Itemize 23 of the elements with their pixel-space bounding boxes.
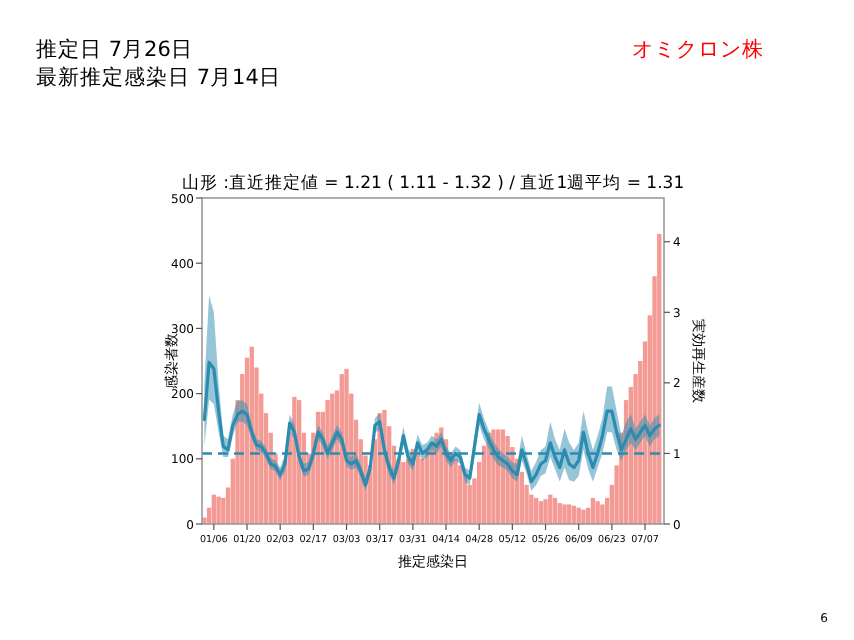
bar [657, 233, 662, 524]
text: 最新推定感染日 7月14日 [36, 64, 281, 90]
bar [491, 429, 496, 524]
bar [505, 435, 510, 524]
bar [581, 509, 586, 524]
bar [420, 458, 425, 524]
bar [486, 432, 491, 524]
text: オミクロン株 [632, 36, 764, 62]
bar [434, 432, 439, 524]
bar [292, 396, 297, 524]
bar [600, 504, 605, 524]
chart-subtitle: 推定日 7月26日 [36, 36, 193, 62]
chart-title: 山形 :直近推定値 = 1.21 ( 1.11 - 1.32 ) / 直近1週平均 = 1.31 [181, 172, 685, 194]
bar [543, 499, 548, 524]
line-series [202, 360, 661, 487]
bar [325, 400, 330, 524]
bar [401, 462, 406, 524]
bar [415, 452, 420, 524]
bar [595, 501, 600, 524]
bar [344, 368, 349, 524]
bar [216, 496, 221, 524]
bar [562, 504, 567, 524]
bar [453, 458, 458, 524]
